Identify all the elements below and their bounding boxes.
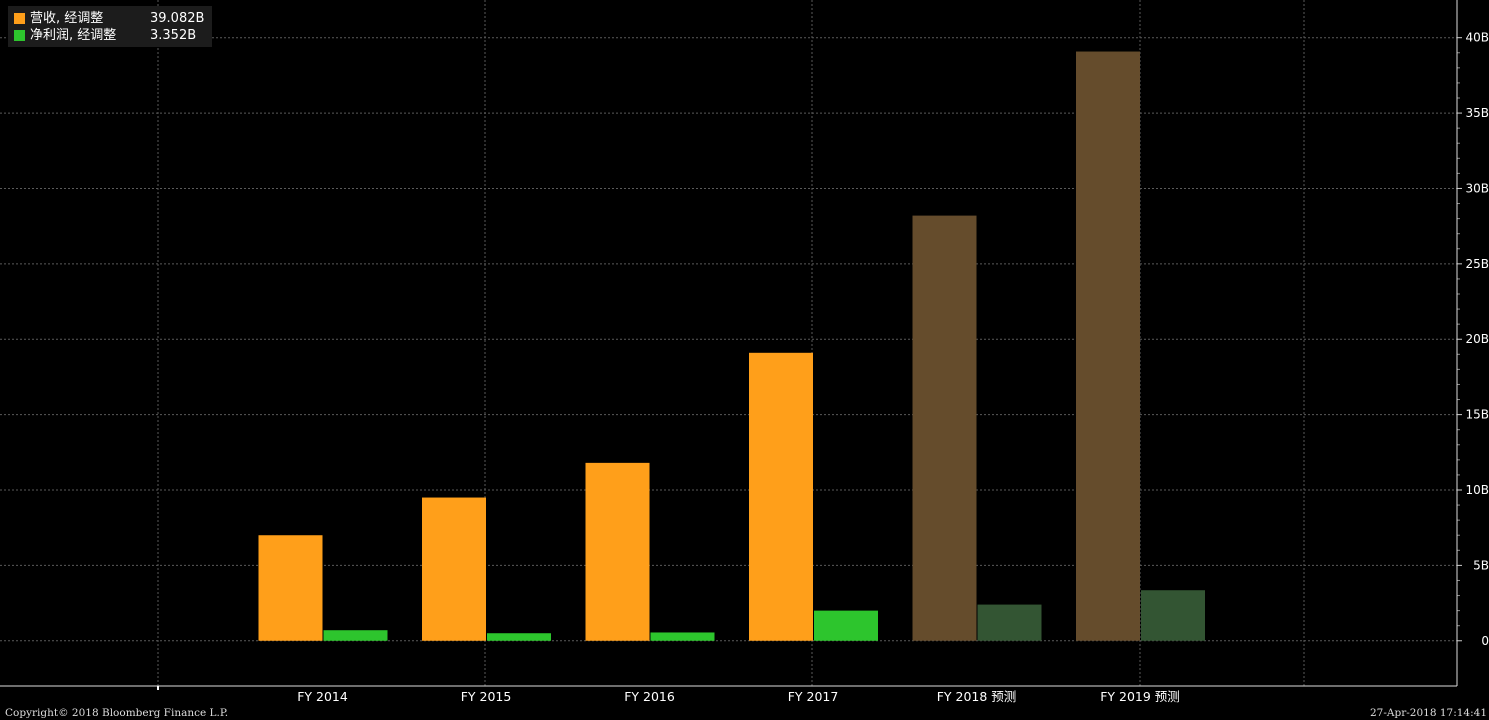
- legend-swatch-profit: [14, 30, 25, 41]
- y-tick-label: 35B: [1465, 106, 1489, 120]
- y-tick-label: 15B: [1465, 408, 1489, 422]
- x-tick-label: FY 2018 预测: [937, 689, 1017, 704]
- profit-bar: [1141, 590, 1205, 641]
- profit-bar: [977, 604, 1042, 641]
- y-tick-label: 0: [1481, 634, 1489, 648]
- revenue-bar: [749, 352, 813, 641]
- copyright-text: Copyright© 2018 Bloomberg Finance L.P.: [5, 707, 229, 719]
- x-tick-label: FY 2017: [788, 689, 839, 704]
- revenue-bar: [422, 497, 486, 641]
- y-tick-label: 5B: [1473, 558, 1489, 572]
- legend-value-revenue: 39.082B: [150, 11, 205, 26]
- y-tick-label: 40B: [1465, 31, 1489, 45]
- revenue-bar: [1076, 51, 1140, 641]
- profit-bar: [814, 610, 878, 641]
- legend-entry-profit: 净利润, 经调整 3.352B: [14, 27, 204, 44]
- revenue-bar: [258, 535, 323, 641]
- y-tick-label: 20B: [1465, 332, 1489, 346]
- y-tick-label: 25B: [1465, 257, 1489, 271]
- revenue-bar: [585, 462, 650, 641]
- x-tick-label: FY 2015: [461, 689, 512, 704]
- legend-label-revenue: 营收, 经调整: [30, 11, 104, 26]
- revenue-bar: [912, 215, 977, 641]
- timestamp-text: 27-Apr-2018 17:14:41: [1370, 707, 1487, 719]
- legend: 营收, 经调整 39.082B 净利润, 经调整 3.352B: [8, 6, 213, 47]
- legend-swatch-revenue: [14, 13, 25, 24]
- legend-label-profit: 净利润, 经调整: [30, 28, 117, 43]
- y-tick-label: 10B: [1465, 483, 1489, 497]
- x-tick-label: FY 2016: [624, 689, 675, 704]
- profit-bar: [650, 632, 715, 641]
- legend-value-profit: 3.352B: [150, 28, 197, 43]
- y-tick-label: 30B: [1465, 181, 1489, 195]
- legend-entry-revenue: 营收, 经调整 39.082B: [14, 10, 204, 27]
- x-tick-label: FY 2019 预测: [1100, 689, 1180, 704]
- x-tick-label: FY 2014: [297, 689, 348, 704]
- profit-bar: [487, 633, 551, 641]
- profit-bar: [323, 630, 388, 641]
